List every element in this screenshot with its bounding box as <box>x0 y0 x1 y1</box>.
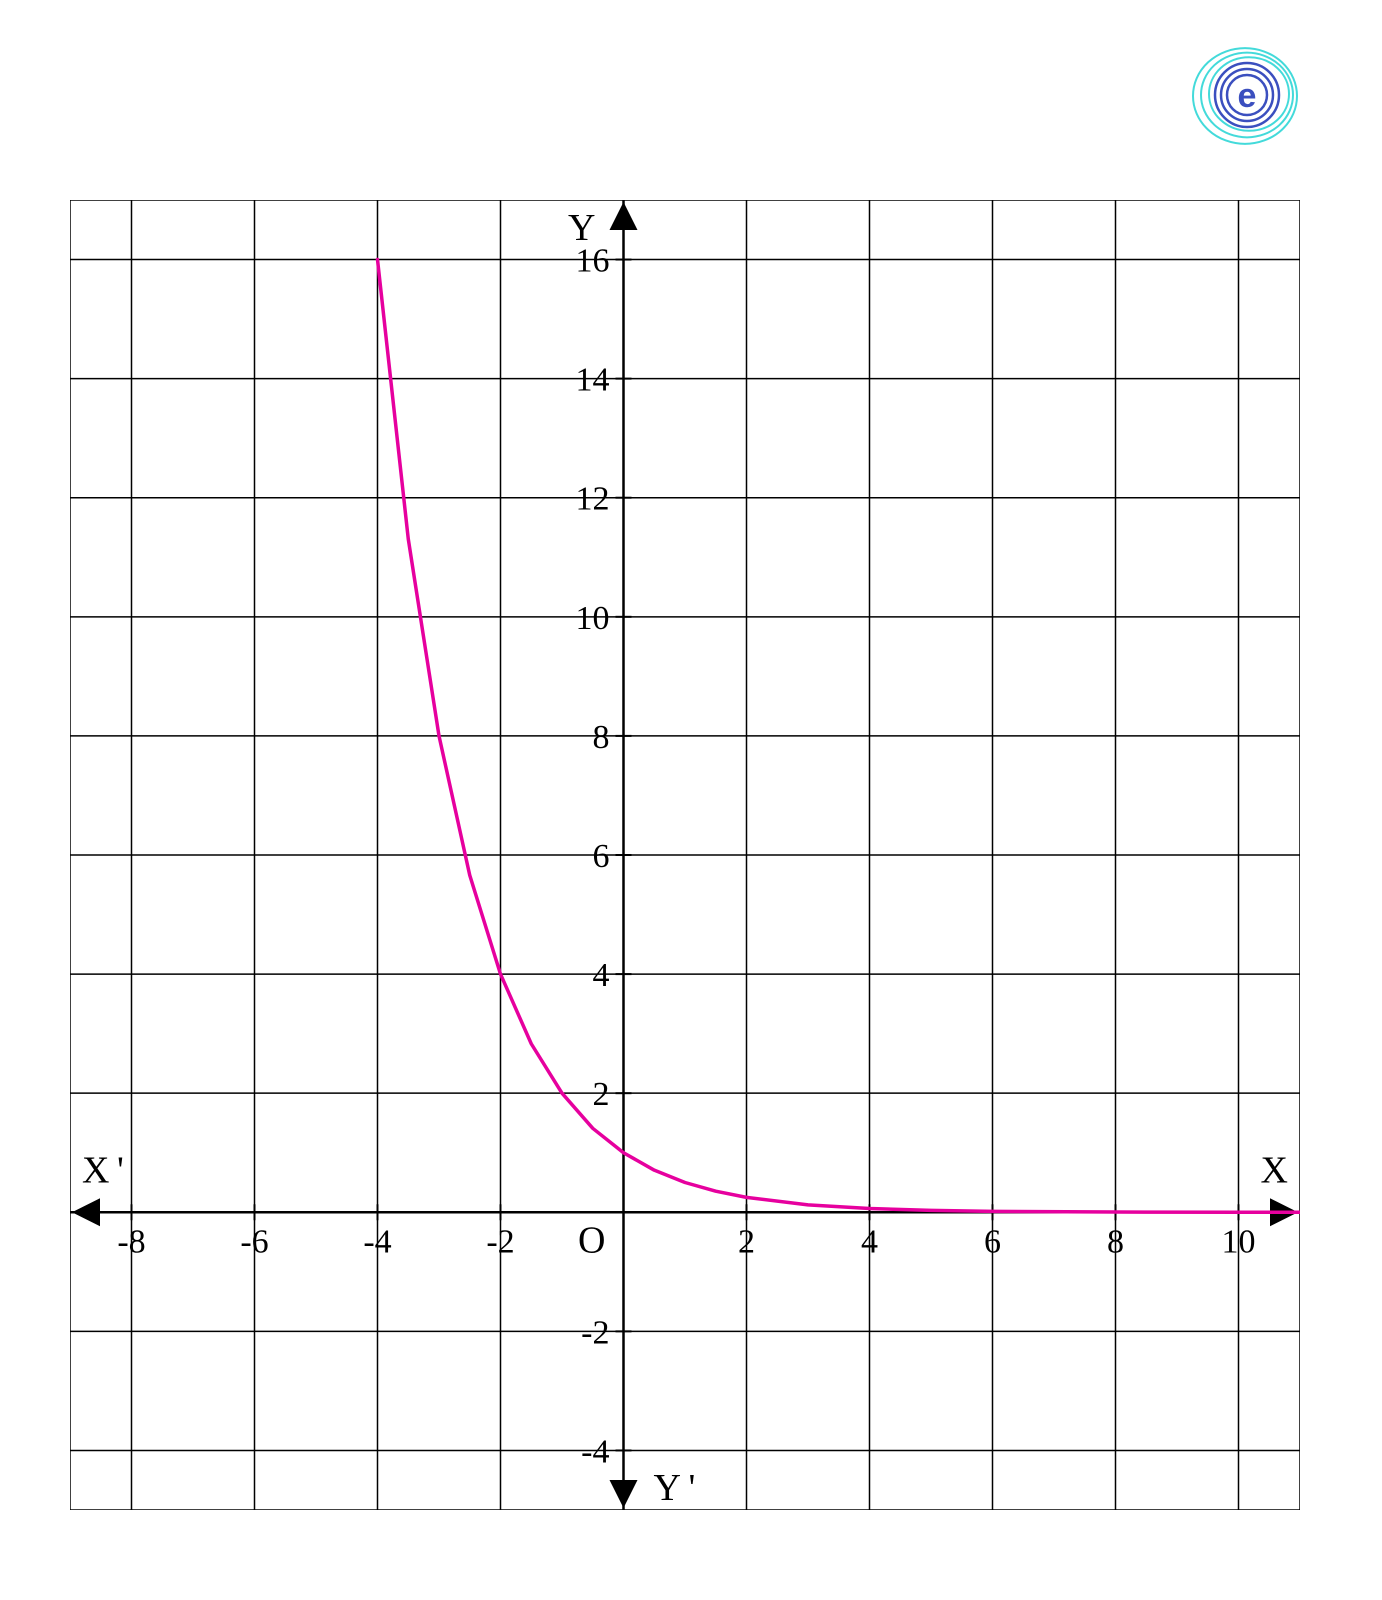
y-tick-label: 8 <box>593 719 610 756</box>
y-tick-label: 4 <box>593 957 610 994</box>
x-tick-label: 10 <box>1222 1223 1256 1260</box>
x-tick-label: 8 <box>1107 1223 1124 1260</box>
x-tick-label: -8 <box>117 1223 145 1260</box>
y-tick-label: 14 <box>576 362 610 399</box>
origin-label: O <box>578 1219 605 1261</box>
y-axis-label-pos: Y <box>568 207 595 249</box>
brand-logo: e <box>1192 40 1302 155</box>
x-tick-label: 4 <box>861 1223 878 1260</box>
x-axis-label-pos: X <box>1261 1149 1288 1191</box>
x-tick-label: -6 <box>240 1223 268 1260</box>
y-tick-label: 12 <box>576 481 610 518</box>
x-tick-label: 2 <box>738 1223 755 1260</box>
x-tick-label: 6 <box>984 1223 1001 1260</box>
y-axis-label-neg: Y ' <box>654 1467 696 1509</box>
chart-area: -4-2246810121416-8-6-4-2246810OYY 'XX ' <box>70 200 1300 1515</box>
y-tick-label: -4 <box>581 1433 609 1470</box>
y-tick-label: -2 <box>581 1314 609 1351</box>
logo-swirl-icon: e <box>1192 40 1302 150</box>
exponential-decay-chart: -4-2246810121416-8-6-4-2246810OYY 'XX ' <box>70 200 1300 1510</box>
x-tick-label: -4 <box>363 1223 391 1260</box>
y-tick-label: 2 <box>593 1076 610 1113</box>
x-axis-label-neg: X ' <box>82 1149 124 1191</box>
y-tick-label: 10 <box>576 600 610 637</box>
x-tick-label: -2 <box>486 1223 514 1260</box>
svg-text:e: e <box>1238 77 1257 115</box>
y-tick-label: 6 <box>593 838 610 875</box>
